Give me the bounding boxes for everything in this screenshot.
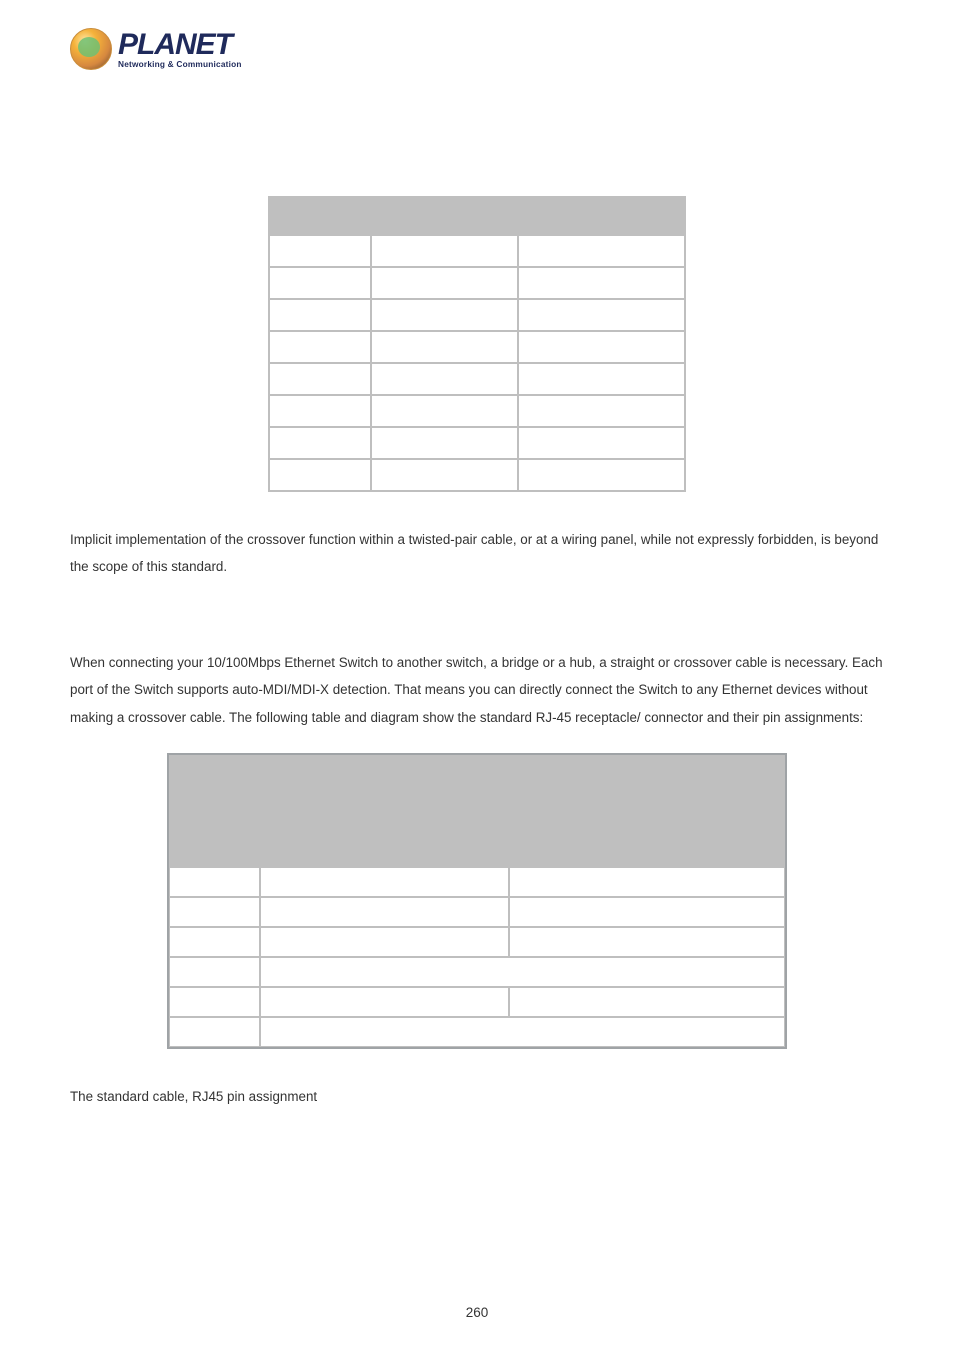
table-row [169, 897, 785, 927]
globe-icon [70, 28, 112, 70]
table-row [269, 363, 685, 395]
table-row [269, 331, 685, 363]
brand-logo: PLANET Networking & Communication [70, 28, 242, 70]
table-row [169, 927, 785, 957]
logo-brand: PLANET [118, 30, 242, 60]
table-row [269, 427, 685, 459]
table-header-cell [509, 783, 785, 867]
table-header-cell [371, 197, 518, 235]
logo-text-block: PLANET Networking & Communication [118, 30, 242, 68]
table-row [269, 459, 685, 491]
table-header-cell [169, 783, 260, 867]
table-row [269, 267, 685, 299]
table-row [169, 957, 785, 987]
table-header-cell [260, 783, 508, 867]
section-spacer [70, 581, 884, 641]
pinout-table-1 [268, 196, 686, 492]
table-header-cell [169, 755, 785, 783]
table-row [169, 867, 785, 897]
page-content: Implicit implementation of the crossover… [70, 196, 884, 1104]
table-row [269, 235, 685, 267]
table-row [269, 395, 685, 427]
page-number: 260 [0, 1305, 954, 1320]
logo-tagline: Networking & Communication [118, 60, 242, 68]
body-paragraph-2: When connecting your 10/100Mbps Ethernet… [70, 649, 884, 731]
table-header-cell [518, 197, 685, 235]
body-paragraph-1: Implicit implementation of the crossover… [70, 526, 884, 581]
table-header-row [169, 755, 785, 783]
table-row [169, 987, 785, 1017]
table-row [269, 299, 685, 331]
table-caption: The standard cable, RJ45 pin assignment [70, 1089, 884, 1104]
rj45-assignment-table [167, 753, 787, 1049]
table-header-cell [269, 197, 371, 235]
table-header-row [269, 197, 685, 235]
table-row [169, 1017, 785, 1047]
table-subheader-row [169, 783, 785, 867]
